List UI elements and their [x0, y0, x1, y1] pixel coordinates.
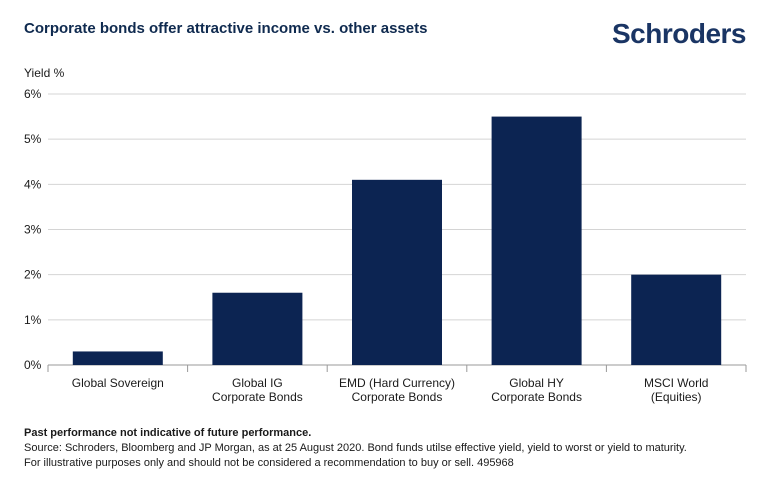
x-tick-label: Corporate Bonds: [352, 390, 443, 404]
bar: [212, 292, 303, 365]
x-tick-label: Global Sovereign: [72, 376, 164, 390]
x-tick-label: Corporate Bonds: [491, 390, 582, 404]
illustrative-note: For illustrative purposes only and shoul…: [24, 457, 514, 469]
bar: [72, 351, 163, 365]
x-tick-label: Corporate Bonds: [212, 390, 303, 404]
y-tick-label: 4%: [24, 177, 42, 191]
y-tick-label: 1%: [24, 313, 42, 327]
x-tick-label: MSCI World: [644, 376, 708, 390]
y-tick-label: 5%: [24, 132, 42, 146]
x-tick-label: Global HY: [509, 376, 564, 390]
y-tick-label: 6%: [24, 87, 42, 101]
x-tick-label: Global IG: [232, 376, 283, 390]
x-tick-label: (Equities): [651, 390, 702, 404]
footnotes: Past performance not indicative of futur…: [24, 426, 754, 471]
bar: [631, 274, 722, 365]
bar: [491, 116, 582, 365]
y-tick-label: 3%: [24, 223, 42, 237]
schroders-logo: Schroders: [612, 18, 747, 49]
x-tick-label: EMD (Hard Currency): [339, 376, 455, 390]
y-tick-label: 0%: [24, 358, 42, 372]
chart-title: Corporate bonds offer attractive income …: [24, 20, 428, 37]
y-tick-label: 2%: [24, 268, 42, 282]
y-axis-label: Yield %: [24, 66, 65, 80]
source-note: Source: Schroders, Bloomberg and JP Morg…: [24, 442, 687, 454]
bar: [352, 179, 442, 365]
disclaimer-performance: Past performance not indicative of futur…: [24, 427, 312, 439]
